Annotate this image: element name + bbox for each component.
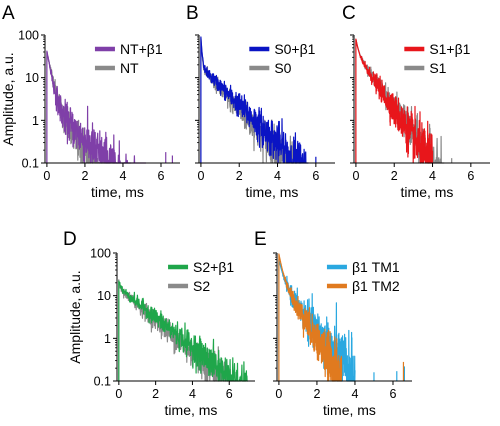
panel-d-ytick-label: 1 bbox=[104, 332, 111, 346]
panel-c-legend-label: S1+β1 bbox=[429, 41, 470, 57]
panel-d-series-0-trace bbox=[118, 280, 249, 382]
panel-d-chart: 0.1 1 10 100 0 2 4 6 time, ms Amplitude, a.u. S2+β… bbox=[67, 247, 255, 418]
panel-d-ytick-label: 0.1 bbox=[94, 375, 111, 389]
panel-b-xtick-label: 4 bbox=[274, 169, 281, 183]
panel-a-xlabel: time, ms bbox=[91, 184, 144, 200]
panel-letter-a: A bbox=[2, 3, 15, 24]
panel-letter-b: B bbox=[186, 3, 199, 24]
panel-d-xtick-label: 2 bbox=[152, 387, 159, 401]
panel-d-legend-label: S2 bbox=[193, 278, 210, 294]
panel-a-ytick-label: 100 bbox=[18, 29, 39, 43]
panel-c-chart: 0 2 4 6 time, ms S1+β1 S1 bbox=[350, 34, 490, 200]
panel-d-ytick-label: 10 bbox=[97, 289, 111, 303]
panel-a-xtick-label: 4 bbox=[119, 169, 126, 183]
panel-d-legend-label: S2+β1 bbox=[193, 259, 234, 275]
panel-e-legend-label: β1 TM2 bbox=[352, 278, 400, 294]
panel-c-legend-label: S1 bbox=[429, 60, 446, 76]
panel-b-chart: 0 2 4 6 time, ms S0+β1 S0 bbox=[195, 34, 335, 200]
panel-c-xtick-label: 6 bbox=[467, 169, 474, 183]
panel-e-xtick-label: 4 bbox=[351, 387, 358, 401]
panel-c-xtick-label: 2 bbox=[391, 169, 398, 183]
panel-c-xtick-label: 0 bbox=[352, 169, 359, 183]
panel-e-xlabel: time, ms bbox=[323, 402, 376, 418]
panel-e-series-1-trace bbox=[278, 253, 343, 382]
panel-b-series-0-trace bbox=[200, 36, 309, 164]
panel-e-xtick-label: 6 bbox=[390, 387, 397, 401]
panel-e-xtick-label: 0 bbox=[275, 387, 282, 401]
panel-d-xtick-label: 0 bbox=[115, 387, 122, 401]
panel-a-ytick-label: 1 bbox=[32, 114, 39, 128]
panel-b-xtick-label: 0 bbox=[197, 169, 204, 183]
panel-a-ytick-label: 10 bbox=[25, 71, 39, 85]
panel-c-series-0-trace bbox=[355, 38, 434, 164]
panel-c-xlabel: time, ms bbox=[401, 184, 454, 200]
panel-a-xtick-label: 6 bbox=[158, 169, 165, 183]
panel-b-legend-label: S0+β1 bbox=[274, 41, 315, 57]
panel-d-ylabel: Amplitude, a.u. bbox=[67, 270, 83, 363]
panel-d-xtick-label: 4 bbox=[189, 387, 196, 401]
panel-d-axes bbox=[116, 253, 255, 382]
panel-b-xtick-label: 6 bbox=[312, 169, 319, 183]
panel-a-legend-label: NT+β1 bbox=[120, 41, 163, 57]
panel-a-ytick-label: 0.1 bbox=[22, 157, 39, 171]
panel-d-ytick-label: 100 bbox=[90, 247, 111, 261]
panel-a-xtick-label: 0 bbox=[43, 169, 50, 183]
panel-e-xtick-label: 2 bbox=[313, 387, 320, 401]
panel-b-legend-label: S0 bbox=[274, 60, 291, 76]
panel-a-legend-label: NT bbox=[120, 60, 139, 76]
panel-letter-d: D bbox=[63, 229, 77, 250]
panel-a-ylabel: Amplitude, a.u. bbox=[0, 52, 16, 145]
panel-b-xlabel: time, ms bbox=[246, 184, 299, 200]
panel-b-xtick-label: 2 bbox=[236, 169, 243, 183]
panel-a-xtick-label: 2 bbox=[81, 169, 88, 183]
panel-a-chart: 0.1 1 10 100 0 2 4 6 time, ms Amplitude, a.u. NT+β… bbox=[0, 29, 180, 200]
panel-letter-c: C bbox=[342, 3, 356, 24]
panel-e-chart: 0 2 4 6 time, ms β1 TM1 β1 TM2 bbox=[273, 252, 412, 418]
panel-letter-e: E bbox=[254, 229, 267, 250]
panel-c-xtick-label: 4 bbox=[429, 169, 436, 183]
panel-d-xlabel: time, ms bbox=[165, 402, 218, 418]
panel-d-xtick-label: 6 bbox=[226, 387, 233, 401]
panel-e-series-0-trace bbox=[278, 259, 356, 382]
panel-e-legend-label: β1 TM1 bbox=[352, 259, 400, 275]
